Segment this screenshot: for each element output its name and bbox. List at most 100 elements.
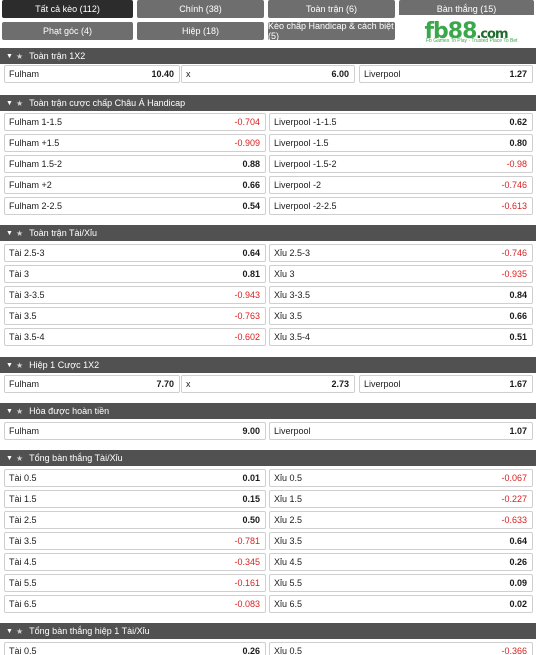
odds-cell-liverpool-1-1-5[interactable]: Liverpool -1-1.5 0.62	[269, 113, 533, 131]
selection-label: Xỉu 4.5	[274, 557, 303, 567]
tab-main[interactable]: Chính (38)	[137, 0, 264, 18]
odds-cell-fulham-1-5[interactable]: Fulham +1.5 -0.909	[4, 134, 266, 152]
caret-down-icon[interactable]: ▼	[6, 229, 13, 237]
odds-cell-liverpool[interactable]: Liverpool 1.27	[359, 65, 533, 83]
tab-half[interactable]: Hiệp (18)	[137, 22, 264, 40]
odds-value: -0.935	[501, 269, 527, 279]
odds-cell-xiu-0-5[interactable]: Xỉu 0.5 -0.067	[269, 469, 533, 487]
odds-cell-liverpool-2[interactable]: Liverpool -2 -0.746	[269, 176, 533, 194]
odds-cell-fulham[interactable]: Fulham 7.70	[4, 375, 180, 393]
odds-cell-tai-0-5[interactable]: Tài 0.5 0.01	[4, 469, 266, 487]
odds-cell-tai-3-5[interactable]: Tài 3.5 -0.763	[4, 307, 266, 325]
section-header[interactable]: ▼ ★ Hòa được hoàn tiền	[0, 403, 536, 419]
selection-label: Tài 3.5-4	[9, 332, 45, 342]
selection-label: Xỉu 3	[274, 269, 295, 279]
selection-label: Fulham 2-2.5	[9, 201, 63, 211]
odds-cell-fulham[interactable]: Fulham 9.00	[4, 422, 266, 440]
tab-corners[interactable]: Phạt góc (4)	[2, 22, 133, 40]
odds-cell-fulham-1-5-2[interactable]: Fulham 1.5-2 0.88	[4, 155, 266, 173]
odds-cell-x[interactable]: x 2.73	[181, 375, 355, 393]
odds-cell-x[interactable]: x 6.00	[181, 65, 355, 83]
odds-value: -0.161	[234, 578, 260, 588]
section-header[interactable]: ▼ ★ Toàn trận 1X2	[0, 48, 536, 64]
section-header[interactable]: ▼ ★ Hiệp 1 Cược 1X2	[0, 357, 536, 373]
selection-label: Tài 3.5	[9, 536, 37, 546]
odds-cell-fulham-2-2-5[interactable]: Fulham 2-2.5 0.54	[4, 197, 266, 215]
odds-cell-tai-3-3-5[interactable]: Tài 3-3.5 -0.943	[4, 286, 266, 304]
odds-cell-xiu-3-5-4[interactable]: Xỉu 3.5-4 0.51	[269, 328, 533, 346]
odds-cell-liverpool-1-5-2[interactable]: Liverpool -1.5-2 -0.98	[269, 155, 533, 173]
odds-cell-fulham-1-1-5[interactable]: Fulham 1-1.5 -0.704	[4, 113, 266, 131]
tab-goals[interactable]: Bàn thắng (15)	[399, 0, 534, 18]
odds-cell-liverpool-1-5[interactable]: Liverpool -1.5 0.80	[269, 134, 533, 152]
caret-down-icon[interactable]: ▼	[6, 52, 13, 60]
odds-value: 0.02	[509, 599, 527, 609]
odds-value: 10.40	[151, 69, 174, 79]
odds-cell-xiu-5-5[interactable]: Xỉu 5.5 0.09	[269, 574, 533, 592]
selection-label: Xỉu 2.5	[274, 515, 303, 525]
odds-cell-tai-2-5[interactable]: Tài 2.5 0.50	[4, 511, 266, 529]
odds-cell-tai-3-5[interactable]: Tài 3.5 -0.781	[4, 532, 266, 550]
tab-full-match[interactable]: Toàn trận (6)	[268, 0, 395, 18]
selection-label: Xỉu 0.5	[274, 473, 303, 483]
odds-cell-tai-6-5[interactable]: Tài 6.5 -0.083	[4, 595, 266, 613]
star-icon[interactable]: ★	[16, 228, 24, 238]
odds-cell-fulham-2[interactable]: Fulham +2 0.66	[4, 176, 266, 194]
caret-down-icon[interactable]: ▼	[6, 454, 13, 462]
caret-down-icon[interactable]: ▼	[6, 99, 13, 107]
section-title: Toàn trận 1X2	[29, 51, 86, 61]
star-icon[interactable]: ★	[16, 98, 24, 108]
star-icon[interactable]: ★	[16, 406, 24, 416]
odds-value: 1.07	[509, 426, 527, 436]
selection-label: Tài 3.5	[9, 311, 37, 321]
odds-cell-liverpool[interactable]: Liverpool 1.67	[359, 375, 533, 393]
selection-label: Xỉu 3.5-4	[274, 332, 311, 342]
odds-cell-tai-3-5-4[interactable]: Tài 3.5-4 -0.602	[4, 328, 266, 346]
selection-label: Xỉu 0.5	[274, 646, 303, 655]
odds-cell-xiu-6-5[interactable]: Xỉu 6.5 0.02	[269, 595, 533, 613]
odds-cell-xiu-3-3-5[interactable]: Xỉu 3-3.5 0.84	[269, 286, 533, 304]
odds-value: -0.781	[234, 536, 260, 546]
odds-cell-tai-4-5[interactable]: Tài 4.5 -0.345	[4, 553, 266, 571]
tab-label: Hiệp (18)	[181, 26, 219, 36]
odds-cell-xiu-2-5-3[interactable]: Xỉu 2.5-3 -0.746	[269, 244, 533, 262]
section-title: Toàn trận Tài/Xỉu	[29, 228, 98, 238]
selection-label: Tài 0.5	[9, 473, 37, 483]
selection-label: Fulham	[9, 69, 40, 79]
selection-label: Fulham +1.5	[9, 138, 60, 148]
section-header[interactable]: ▼ ★ Toàn trận cược chấp Châu Á Handicap	[0, 95, 536, 111]
star-icon[interactable]: ★	[16, 626, 24, 636]
star-icon[interactable]: ★	[16, 51, 24, 61]
star-icon[interactable]: ★	[16, 360, 24, 370]
odds-cell-tai-2-5-3[interactable]: Tài 2.5-3 0.64	[4, 244, 266, 262]
caret-down-icon[interactable]: ▼	[6, 407, 13, 415]
odds-cell-tai-0-5[interactable]: Tài 0.5 0.26	[4, 642, 266, 655]
tab-handicap[interactable]: Kèo chấp Handicap & cách biệt (5)	[268, 21, 395, 41]
odds-cell-tai-1-5[interactable]: Tài 1.5 0.15	[4, 490, 266, 508]
section-header[interactable]: ▼ ★ Tổng bàn thắng Tài/Xỉu	[0, 450, 536, 466]
odds-cell-liverpool[interactable]: Liverpool 1.07	[269, 422, 533, 440]
selection-label: Tài 4.5	[9, 557, 37, 567]
odds-cell-xiu-2-5[interactable]: Xỉu 2.5 -0.633	[269, 511, 533, 529]
odds-cell-xiu-3-5[interactable]: Xỉu 3.5 0.66	[269, 307, 533, 325]
odds-value: 2.73	[331, 379, 349, 389]
fb88-logo: fb88.com Fb Games To Play · Trusted Plac…	[398, 15, 534, 47]
odds-cell-xiu-4-5[interactable]: Xỉu 4.5 0.26	[269, 553, 533, 571]
tab-label: Tất cả kèo (112)	[35, 4, 100, 14]
odds-cell-tai-3[interactable]: Tài 3 0.81	[4, 265, 266, 283]
odds-value: 0.66	[242, 180, 260, 190]
odds-cell-tai-5-5[interactable]: Tài 5.5 -0.161	[4, 574, 266, 592]
section-header[interactable]: ▼ ★ Toàn trận Tài/Xỉu	[0, 225, 536, 241]
odds-cell-xiu-3[interactable]: Xỉu 3 -0.935	[269, 265, 533, 283]
star-icon[interactable]: ★	[16, 453, 24, 463]
odds-cell-xiu-3-5[interactable]: Xỉu 3.5 0.64	[269, 532, 533, 550]
tab-all[interactable]: Tất cả kèo (112)	[2, 0, 133, 18]
odds-value: -0.909	[234, 138, 260, 148]
section-header[interactable]: ▼ ★ Tổng bàn thắng hiệp 1 Tài/Xỉu	[0, 623, 536, 639]
caret-down-icon[interactable]: ▼	[6, 627, 13, 635]
odds-cell-xiu-0-5[interactable]: Xỉu 0.5 -0.366	[269, 642, 533, 655]
odds-cell-xiu-1-5[interactable]: Xỉu 1.5 -0.227	[269, 490, 533, 508]
odds-cell-fulham[interactable]: Fulham 10.40	[4, 65, 180, 83]
odds-cell-liverpool-2-2-5[interactable]: Liverpool -2-2.5 -0.613	[269, 197, 533, 215]
caret-down-icon[interactable]: ▼	[6, 361, 13, 369]
